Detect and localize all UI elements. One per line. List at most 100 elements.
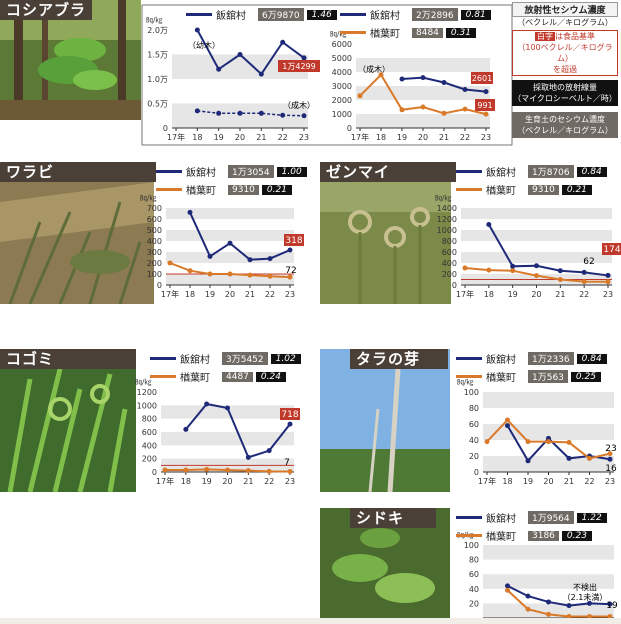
y-tick-label: 400 <box>147 237 162 246</box>
radiation-value: 0.84 <box>576 353 607 364</box>
data-point <box>357 93 363 99</box>
village-name: 楢葉町 <box>180 373 210 384</box>
x-tick-label: 19 <box>523 477 533 486</box>
zenmai-legend: 飯舘村 1万8706 0.84 楢葉町 9310 0.21 <box>456 164 607 200</box>
data-point <box>587 614 592 620</box>
data-point <box>266 468 272 474</box>
grid-band <box>483 603 614 618</box>
y-tick-label: 0 <box>452 281 457 290</box>
data-point <box>483 111 489 117</box>
x-tick-label: 20 <box>222 477 232 486</box>
grid-band <box>166 230 294 241</box>
data-point <box>258 110 264 116</box>
y-tick-label: 4000 <box>332 68 352 77</box>
adult-tree-note-right: （成木） <box>358 64 390 74</box>
series-line <box>506 425 611 463</box>
data-point <box>194 27 200 33</box>
x-tick-label: 18 <box>376 133 386 142</box>
y-tick-label: 600 <box>142 428 157 437</box>
data-point <box>227 271 233 277</box>
x-tick-label: 19 <box>214 133 224 142</box>
y-unit-label: ㏃/㎏ <box>435 194 451 203</box>
y-tick-label: 1200 <box>137 388 157 397</box>
data-point <box>534 263 539 269</box>
soil-value: 3万5452 <box>222 352 268 365</box>
data-point <box>399 76 405 82</box>
x-tick-label: 22 <box>265 290 275 299</box>
photo-warabi <box>0 162 154 304</box>
data-point <box>207 271 213 277</box>
x-tick-label: 19 <box>202 477 212 486</box>
over-limit-box <box>280 408 300 420</box>
data-point <box>581 279 587 285</box>
data-point <box>546 599 551 605</box>
y-tick-label: 800 <box>142 415 157 424</box>
data-point <box>607 456 613 462</box>
data-label: 72 <box>285 266 296 276</box>
x-tick-label: 20 <box>235 133 245 142</box>
soil-value: 6万9870 <box>258 8 304 21</box>
data-point <box>420 104 426 110</box>
not-detected-note: 不検出 <box>573 582 597 592</box>
y-tick-label: 5000 <box>332 54 352 63</box>
y-tick-label: 700 <box>147 204 162 213</box>
data-point <box>162 467 168 473</box>
series-line <box>189 211 291 261</box>
x-tick-label: 17年 <box>478 476 496 486</box>
y-tick-label: 0 <box>474 468 479 477</box>
radiation-value: 0.21 <box>261 184 292 195</box>
data-point <box>525 439 531 445</box>
threshold-text3: を超過 <box>553 65 577 74</box>
x-tick-label: 21 <box>555 290 565 299</box>
data-label: 991 <box>477 101 492 110</box>
soil-key: 生育土のセシウム濃度 （ベクレル／キログラム） <box>512 112 618 138</box>
village-name: 飯舘村 <box>216 11 246 22</box>
grid-band <box>161 405 294 419</box>
y-tick-label: 200 <box>147 259 162 268</box>
y-unit-label: ㏃/㎏ <box>330 30 346 39</box>
data-point <box>441 80 447 85</box>
y-tick-label: 0.5万 <box>147 100 168 109</box>
data-point <box>399 107 405 113</box>
data-point <box>607 601 613 607</box>
data-point <box>280 39 286 45</box>
koshiabura-right-legend: 飯舘村 2万2896 0.81 楢葉町 8484 0.31 <box>340 7 491 43</box>
data-point <box>420 75 426 81</box>
panel-title: シドキ <box>350 508 436 528</box>
data-point <box>187 268 193 274</box>
y-unit-label: ㏃/㎏ <box>146 16 162 25</box>
x-tick-label: 18 <box>181 477 191 486</box>
data-point <box>187 209 193 215</box>
radiation-value: 0.25 <box>570 371 601 382</box>
village-name: 楢葉町 <box>486 373 516 384</box>
y-tick-label: 0 <box>163 124 168 133</box>
grid-band <box>483 456 614 472</box>
white-text-label: 白字 <box>535 32 555 41</box>
data-label: 718 <box>281 410 298 420</box>
grid-band <box>461 208 612 219</box>
data-point <box>486 222 492 227</box>
over-limit-box <box>475 99 495 111</box>
threshold-note: 白字 は食品基準 （100ベクレル／キログラム） を超過 <box>512 30 618 76</box>
data-point <box>207 253 213 259</box>
data-point <box>266 448 272 454</box>
radiation-value: 0.81 <box>460 9 491 20</box>
village-name: 飯舘村 <box>486 168 516 179</box>
x-tick-label: 19 <box>397 133 407 142</box>
grid-band <box>356 58 490 72</box>
village-name: 飯舘村 <box>486 514 516 525</box>
y-tick-label: 0 <box>157 281 162 290</box>
x-tick-label: 23 <box>285 477 295 486</box>
data-point <box>225 467 230 473</box>
data-point <box>258 71 264 77</box>
data-point <box>280 112 286 118</box>
x-tick-label: 19 <box>508 290 518 299</box>
x-tick-label: 22 <box>278 133 288 142</box>
data-point <box>194 108 200 114</box>
x-tick-label: 22 <box>579 290 589 299</box>
x-tick-label: 21 <box>243 477 253 486</box>
data-point <box>566 614 572 620</box>
y-tick-label: 60 <box>469 570 479 579</box>
data-point <box>245 454 251 460</box>
data-point <box>566 455 572 461</box>
